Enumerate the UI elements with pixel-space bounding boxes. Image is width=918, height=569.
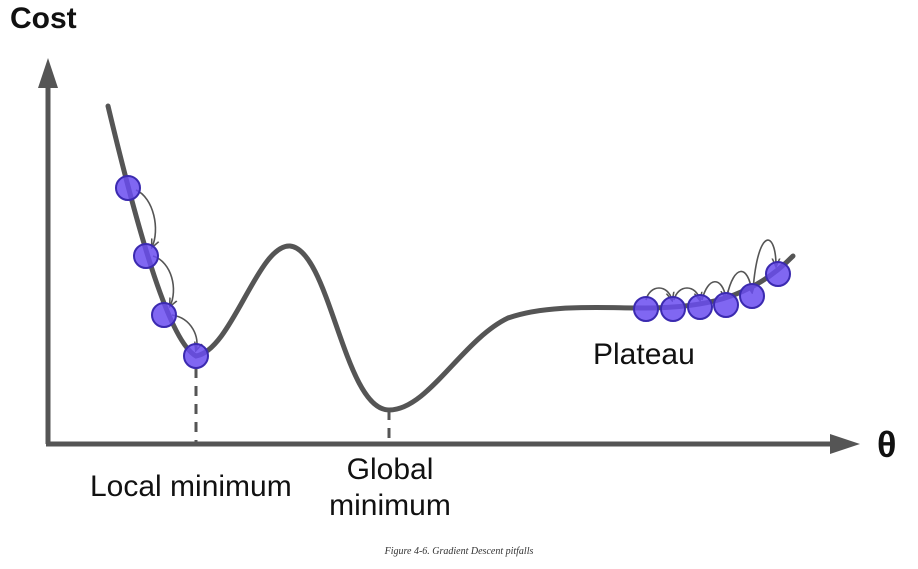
step-ball	[183, 343, 209, 369]
step-arrow	[752, 239, 776, 291]
x-axis-arrowhead	[830, 434, 860, 454]
step-ball	[133, 243, 159, 269]
step-ball	[687, 294, 713, 320]
step-ball	[633, 296, 659, 322]
plateau-label: Plateau	[593, 338, 695, 371]
step-ball	[660, 296, 686, 322]
descent-balls	[115, 175, 791, 369]
x-axis-label: θ	[877, 424, 897, 465]
step-ball	[739, 283, 765, 309]
y-axis-label: Cost	[10, 2, 77, 35]
local-minimum-label: Local minimum	[90, 470, 292, 503]
step-ball	[765, 261, 791, 287]
step-arrow	[135, 189, 155, 247]
y-axis-arrowhead	[38, 58, 58, 88]
axes	[38, 58, 860, 454]
step-ball	[151, 302, 177, 328]
step-ball	[713, 292, 739, 318]
step-ball	[115, 175, 141, 201]
figure-caption: Figure 4-6. Gradient Descent pitfalls	[384, 546, 534, 557]
global-minimum-label: Global minimum	[329, 453, 451, 522]
